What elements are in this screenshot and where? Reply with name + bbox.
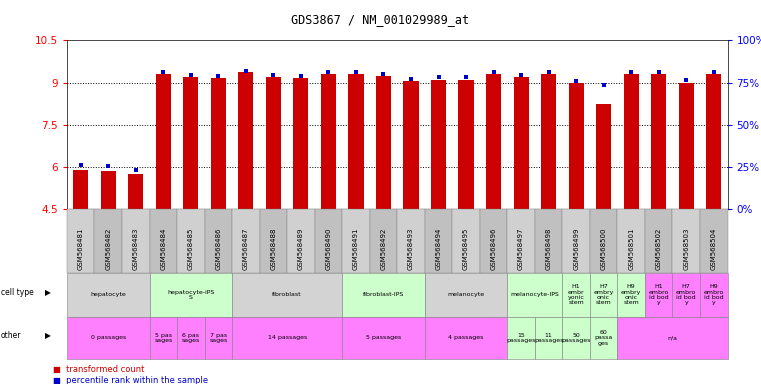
Text: GSM568486: GSM568486	[215, 227, 221, 270]
Bar	[706, 74, 721, 209]
Text: GSM568483: GSM568483	[132, 227, 139, 270]
Text: GSM568489: GSM568489	[298, 227, 304, 270]
Bar	[486, 74, 501, 209]
Text: GSM568497: GSM568497	[518, 227, 524, 270]
Text: ■  transformed count: ■ transformed count	[53, 365, 145, 374]
Bar	[100, 171, 116, 209]
Text: GSM568496: GSM568496	[491, 227, 497, 270]
Bar	[431, 80, 446, 209]
Text: H9
embry
onic
stem: H9 embry onic stem	[621, 284, 642, 305]
Bar	[349, 74, 364, 209]
Bar	[514, 77, 529, 209]
Text: GSM568499: GSM568499	[573, 227, 579, 270]
Bar	[321, 74, 336, 209]
Text: GSM568485: GSM568485	[188, 227, 194, 270]
Text: GSM568502: GSM568502	[656, 227, 662, 270]
Bar	[376, 76, 391, 209]
Bar	[266, 77, 281, 209]
Bar	[541, 74, 556, 209]
Text: melanocyte-IPS: melanocyte-IPS	[511, 292, 559, 297]
Text: GSM568488: GSM568488	[270, 227, 276, 270]
Text: melanocyte: melanocyte	[447, 292, 485, 297]
Text: H7
embry
onic
stem: H7 embry onic stem	[594, 284, 614, 305]
Text: hepatocyte: hepatocyte	[91, 292, 126, 297]
Text: 50
passages: 50 passages	[562, 333, 591, 343]
Text: 5 passages: 5 passages	[366, 335, 401, 341]
Text: GSM568494: GSM568494	[435, 227, 441, 270]
Text: GSM568484: GSM568484	[161, 227, 167, 270]
Text: ▶: ▶	[45, 288, 51, 297]
Text: 60
passa
ges: 60 passa ges	[594, 330, 613, 346]
Text: GSM568503: GSM568503	[683, 227, 689, 270]
Bar	[623, 74, 638, 209]
Text: GSM568498: GSM568498	[546, 227, 552, 270]
Text: H1
embr
yonic
stem: H1 embr yonic stem	[568, 284, 584, 305]
Text: 11
passages: 11 passages	[534, 333, 563, 343]
Text: cell type: cell type	[1, 288, 33, 297]
Text: GSM568495: GSM568495	[463, 227, 469, 270]
Text: GSM568482: GSM568482	[105, 227, 111, 270]
Text: 15
passages: 15 passages	[506, 333, 536, 343]
Text: GSM568501: GSM568501	[628, 227, 634, 270]
Text: 7 pas
sages: 7 pas sages	[209, 333, 228, 343]
Bar	[238, 72, 253, 209]
Text: GSM568490: GSM568490	[326, 227, 332, 270]
Text: GSM568481: GSM568481	[78, 227, 84, 270]
Bar	[73, 170, 88, 209]
Text: GSM568500: GSM568500	[600, 227, 607, 270]
Bar	[568, 83, 584, 209]
Text: H9
embro
id bod
y: H9 embro id bod y	[704, 284, 724, 305]
Bar	[293, 78, 308, 209]
Bar	[211, 78, 226, 209]
Text: GSM568491: GSM568491	[353, 227, 359, 270]
Text: H7
embro
id bod
y: H7 embro id bod y	[676, 284, 696, 305]
Text: fibroblast: fibroblast	[272, 292, 302, 297]
Text: 5 pas
sages: 5 pas sages	[154, 333, 173, 343]
Bar	[183, 77, 199, 209]
Bar	[596, 104, 611, 209]
Text: GSM568492: GSM568492	[380, 227, 387, 270]
Text: n/a: n/a	[667, 335, 677, 341]
Bar	[651, 74, 667, 209]
Text: GSM568504: GSM568504	[711, 227, 717, 270]
Text: GSM568493: GSM568493	[408, 227, 414, 270]
Text: 6 pas
sages: 6 pas sages	[182, 333, 200, 343]
Bar	[128, 174, 143, 209]
Bar	[679, 83, 694, 209]
Text: GDS3867 / NM_001029989_at: GDS3867 / NM_001029989_at	[291, 13, 470, 26]
Text: ■  percentile rank within the sample: ■ percentile rank within the sample	[53, 376, 209, 384]
Bar	[458, 80, 473, 209]
Text: 14 passages: 14 passages	[268, 335, 307, 341]
Text: GSM568487: GSM568487	[243, 227, 249, 270]
Text: 0 passages: 0 passages	[91, 335, 126, 341]
Bar	[403, 81, 419, 209]
Text: other: other	[1, 331, 21, 340]
Bar	[156, 74, 171, 209]
Text: fibroblast-IPS: fibroblast-IPS	[363, 292, 404, 297]
Text: 4 passages: 4 passages	[448, 335, 484, 341]
Text: hepatocyte-iPS
S: hepatocyte-iPS S	[167, 290, 215, 300]
Text: ▶: ▶	[45, 331, 51, 340]
Text: H1
embro
id bod
y: H1 embro id bod y	[648, 284, 669, 305]
